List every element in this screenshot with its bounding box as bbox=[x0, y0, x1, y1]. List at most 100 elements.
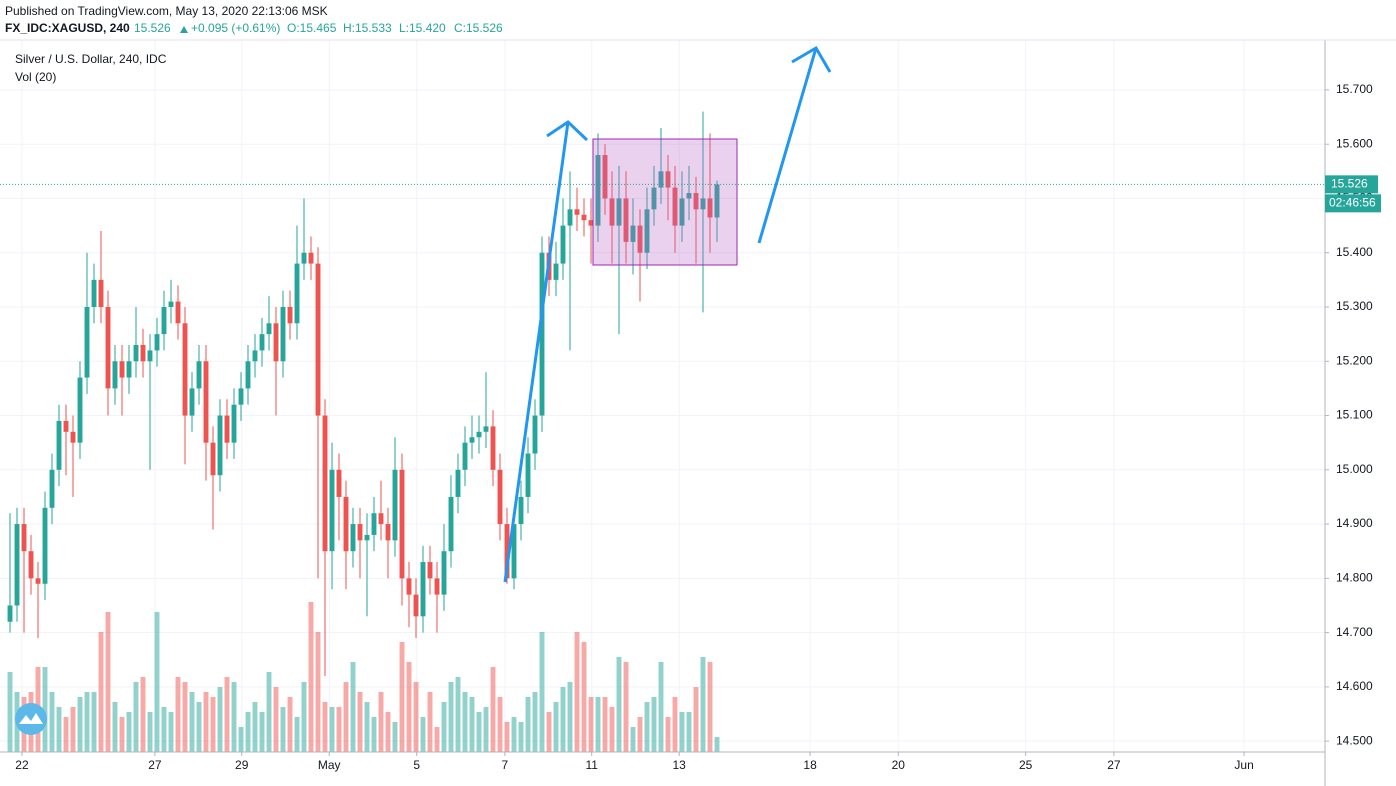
volume-bar bbox=[567, 682, 573, 752]
candle-body bbox=[574, 209, 580, 215]
candle-body bbox=[483, 426, 489, 432]
candle-body bbox=[175, 301, 181, 324]
volume-bar bbox=[644, 702, 650, 752]
volume-bar bbox=[679, 712, 685, 752]
candle-body bbox=[252, 350, 258, 362]
candle-body bbox=[644, 209, 650, 253]
candle-body bbox=[315, 263, 321, 416]
candle-body bbox=[532, 415, 538, 454]
candle-body bbox=[77, 377, 83, 443]
candle-body bbox=[133, 344, 139, 362]
candle-body bbox=[273, 323, 279, 362]
candle-body bbox=[651, 187, 657, 210]
candle-body bbox=[378, 513, 384, 525]
y-tick-label: 15.300 bbox=[1336, 299, 1373, 313]
volume-bar bbox=[224, 677, 230, 752]
candle-body bbox=[259, 334, 265, 351]
candle-body bbox=[434, 578, 440, 595]
candle-body bbox=[28, 551, 34, 579]
volume-bar bbox=[448, 682, 454, 752]
candle-body bbox=[700, 198, 706, 210]
volume-bar bbox=[546, 712, 552, 752]
candle-body bbox=[679, 198, 685, 226]
source: Published on TradingView.com, May 13, 20… bbox=[5, 4, 328, 18]
candle-body bbox=[623, 198, 629, 242]
y-tick-label: 14.900 bbox=[1336, 516, 1373, 530]
volume-bar bbox=[630, 727, 636, 752]
volume-bar bbox=[322, 702, 328, 752]
candle-body bbox=[343, 496, 349, 552]
candle-body bbox=[7, 605, 13, 622]
x-tick-label: 20 bbox=[892, 758, 906, 772]
volume-bar bbox=[455, 677, 461, 752]
last-price: 15.526 bbox=[134, 21, 171, 35]
volume-bar bbox=[287, 697, 293, 752]
logo-mark bbox=[19, 713, 43, 724]
candle-body bbox=[238, 388, 244, 405]
candle-body bbox=[35, 578, 41, 584]
candle-body bbox=[14, 524, 20, 606]
candle-body bbox=[581, 214, 587, 221]
candle-body bbox=[119, 361, 125, 378]
volume-bar bbox=[301, 682, 307, 752]
candle-body bbox=[469, 437, 475, 443]
candle-body bbox=[567, 209, 573, 226]
volume-bar bbox=[112, 702, 118, 752]
candle-body bbox=[189, 388, 195, 416]
x-tick-label: 29 bbox=[235, 758, 249, 772]
volume-bar bbox=[161, 707, 167, 752]
volume-bar bbox=[203, 692, 209, 752]
volume-bar bbox=[420, 717, 426, 752]
candle-body bbox=[595, 155, 601, 226]
x-tick-label: 27 bbox=[148, 758, 162, 772]
candle-body bbox=[385, 524, 391, 541]
volume-bar bbox=[700, 657, 706, 752]
candle-body bbox=[154, 334, 160, 351]
axes: 14.500 14.600 14.700 14.800 14.900 15.000 15.1… bbox=[0, 39, 1396, 786]
candle-body bbox=[322, 415, 328, 552]
candle-body bbox=[504, 524, 510, 579]
volume-bar bbox=[588, 697, 594, 752]
volume-bar bbox=[7, 672, 13, 752]
volume-bar bbox=[462, 692, 468, 752]
volume-bar bbox=[350, 662, 356, 752]
volume-bar bbox=[525, 697, 531, 752]
candle-body bbox=[525, 453, 531, 497]
candle-body bbox=[350, 524, 356, 552]
candle-body bbox=[266, 323, 272, 335]
volume-bar bbox=[609, 707, 615, 752]
volume-bar bbox=[196, 702, 202, 752]
candle-body bbox=[21, 524, 27, 552]
candle-body bbox=[336, 469, 342, 497]
volume-bar bbox=[259, 712, 265, 752]
candle-body bbox=[588, 220, 594, 226]
candle-body bbox=[511, 524, 517, 579]
candle-body bbox=[714, 184, 720, 218]
candle-body bbox=[658, 171, 664, 188]
candle-body bbox=[140, 344, 146, 362]
volume-bar bbox=[469, 697, 475, 752]
symbol: FX_IDC:XAGUSD, 240 bbox=[5, 21, 130, 35]
x-tick-label: 18 bbox=[803, 758, 817, 772]
x-tick-label: 27 bbox=[1107, 758, 1121, 772]
volume-bar bbox=[147, 712, 153, 752]
volume-bar bbox=[511, 717, 517, 752]
volume-bar bbox=[623, 662, 629, 752]
volume-bar bbox=[168, 712, 174, 752]
candle-body bbox=[308, 252, 314, 264]
volume-bar bbox=[70, 707, 76, 752]
candle-body bbox=[287, 307, 293, 324]
volume-bar bbox=[126, 712, 132, 752]
candle-body bbox=[441, 551, 447, 595]
x-tick-label: 13 bbox=[673, 758, 687, 772]
volume-bar bbox=[490, 667, 496, 752]
candle-body bbox=[56, 420, 62, 470]
volume-bar bbox=[378, 692, 384, 752]
arrow-head bbox=[546, 120, 589, 142]
volume-bar bbox=[231, 682, 237, 752]
candle-body bbox=[182, 323, 188, 416]
volume-bar bbox=[84, 692, 90, 752]
candle-body bbox=[539, 252, 545, 416]
volume-legend: Vol (20) bbox=[15, 70, 56, 84]
